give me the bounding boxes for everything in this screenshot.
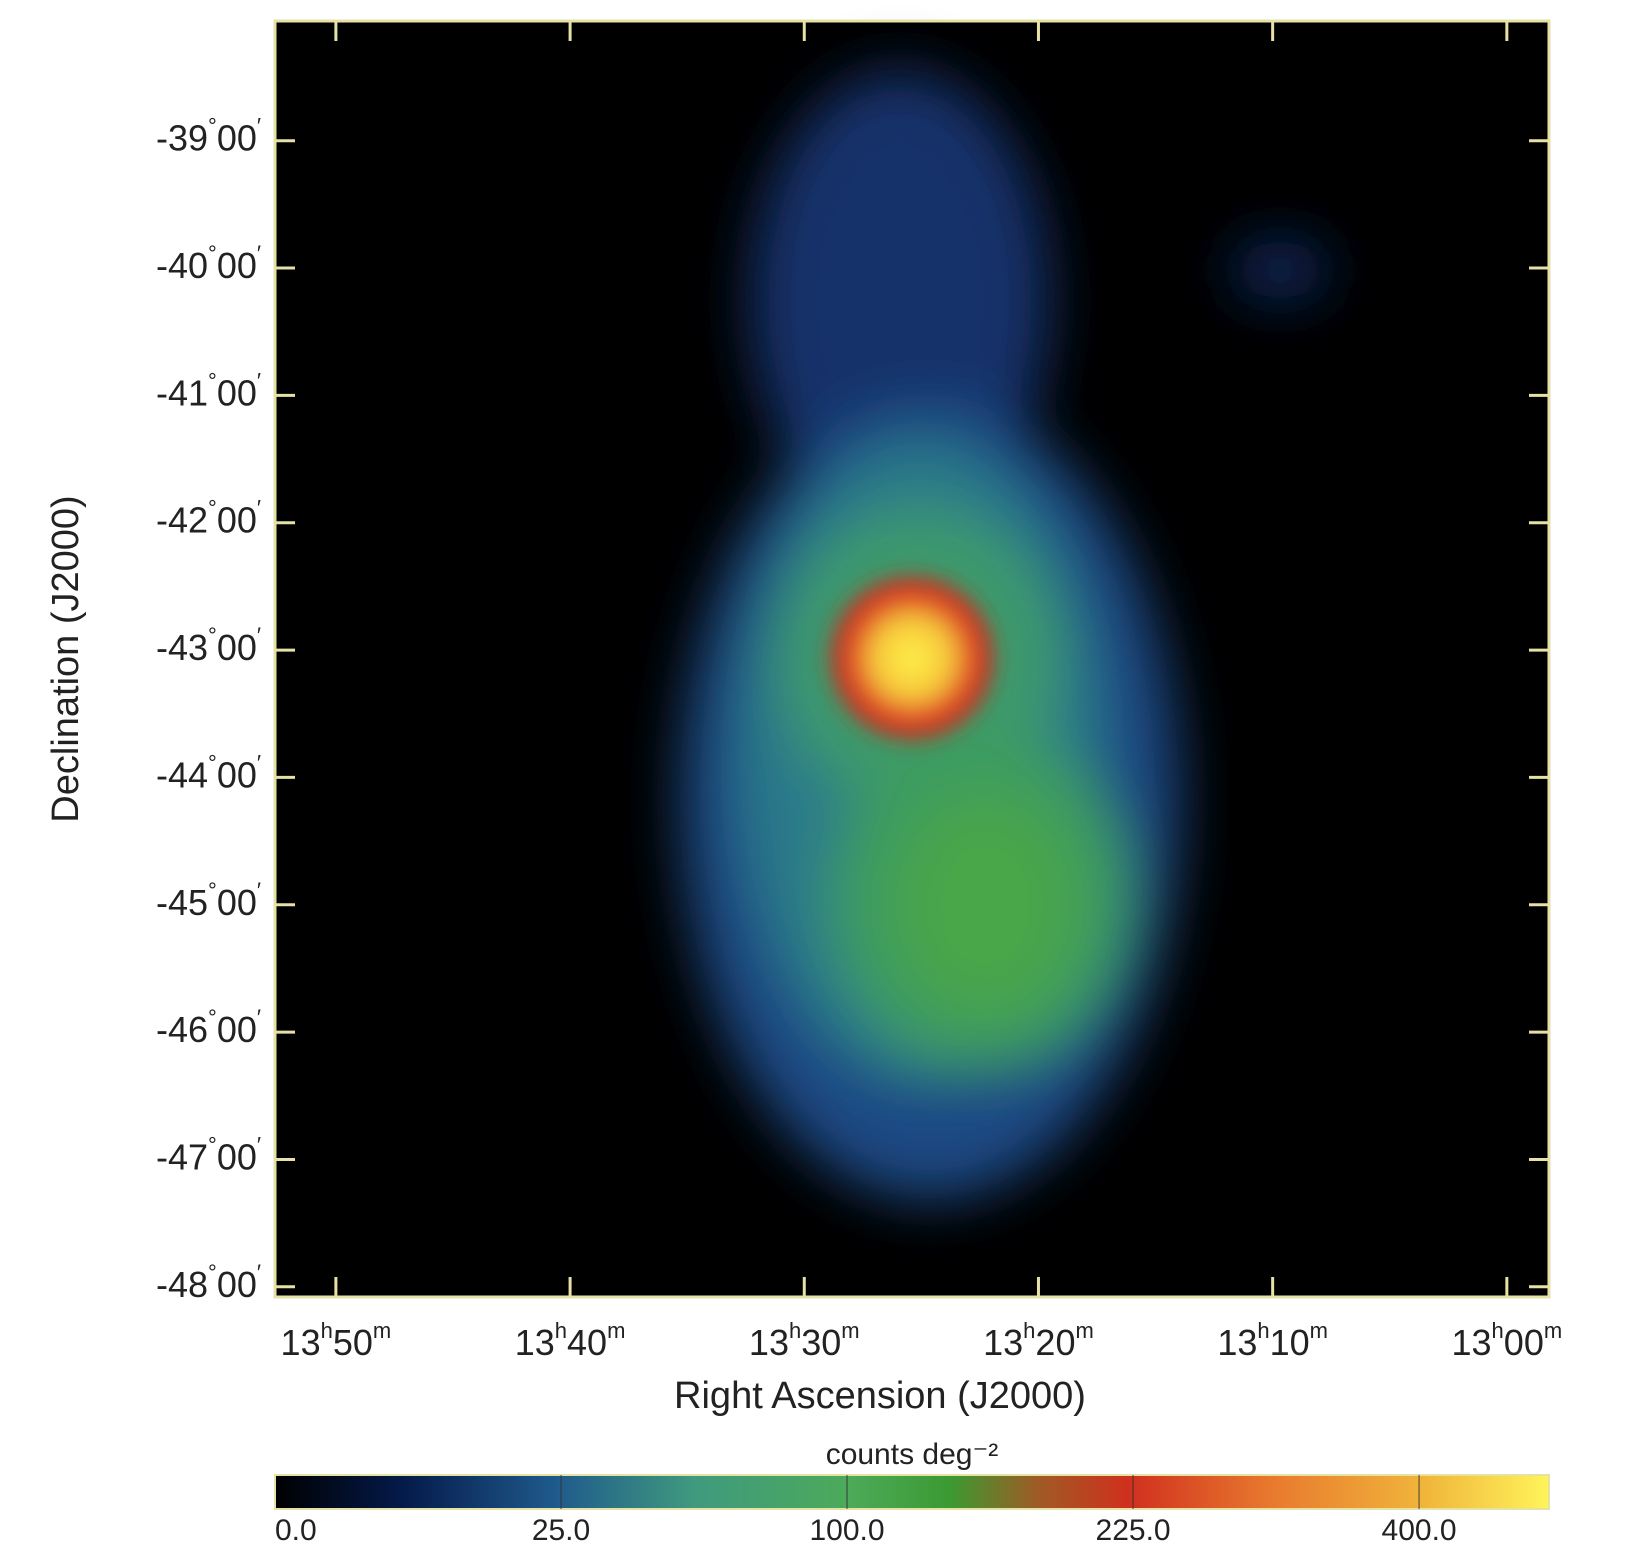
y-tick-label: -40°00′ (156, 241, 261, 285)
plot-frame (273, 19, 1551, 1299)
emission (680, 70, 1330, 1200)
y-tick-label: -48°00′ (156, 1260, 261, 1304)
x-tick-label: 13h10m (1217, 1318, 1328, 1362)
y-tick-label: -44°00′ (156, 751, 261, 795)
colorbar (274, 1474, 1550, 1510)
y-axis-label: Declination (J2000) (45, 495, 87, 822)
y-tick-label: -43°00′ (156, 623, 261, 667)
y-tick-label: -46°00′ (156, 1005, 261, 1049)
bright-core (827, 573, 997, 743)
x-tick-label: 13h20m (983, 1318, 1094, 1362)
colorbar-tick-label: 225.0 (1096, 1514, 1171, 1547)
y-tick-label: -39°00′ (156, 114, 261, 158)
x-tick-label: 13h50m (281, 1318, 392, 1362)
y-tick-label: -41°00′ (156, 369, 261, 413)
x-axis-label: Right Ascension (J2000) (674, 1375, 1086, 1417)
y-tick-label: -47°00′ (156, 1133, 261, 1177)
x-tick-label: 13h30m (749, 1318, 860, 1362)
x-tick-label: 13h40m (515, 1318, 626, 1362)
y-tick-label: -42°00′ (156, 496, 261, 540)
colorbar-tick-label: 25.0 (532, 1514, 590, 1547)
colorbar-tick-label: 400.0 (1382, 1514, 1457, 1547)
colorbar-label: counts deg⁻² (826, 1438, 999, 1471)
colorbar-tick-label: 0.0 (275, 1514, 317, 1547)
sky-map (273, 19, 1551, 1299)
y-tick-label: -45°00′ (156, 878, 261, 922)
colorbar-tick-label: 100.0 (810, 1514, 885, 1547)
x-tick-label: 13h00m (1452, 1318, 1563, 1362)
